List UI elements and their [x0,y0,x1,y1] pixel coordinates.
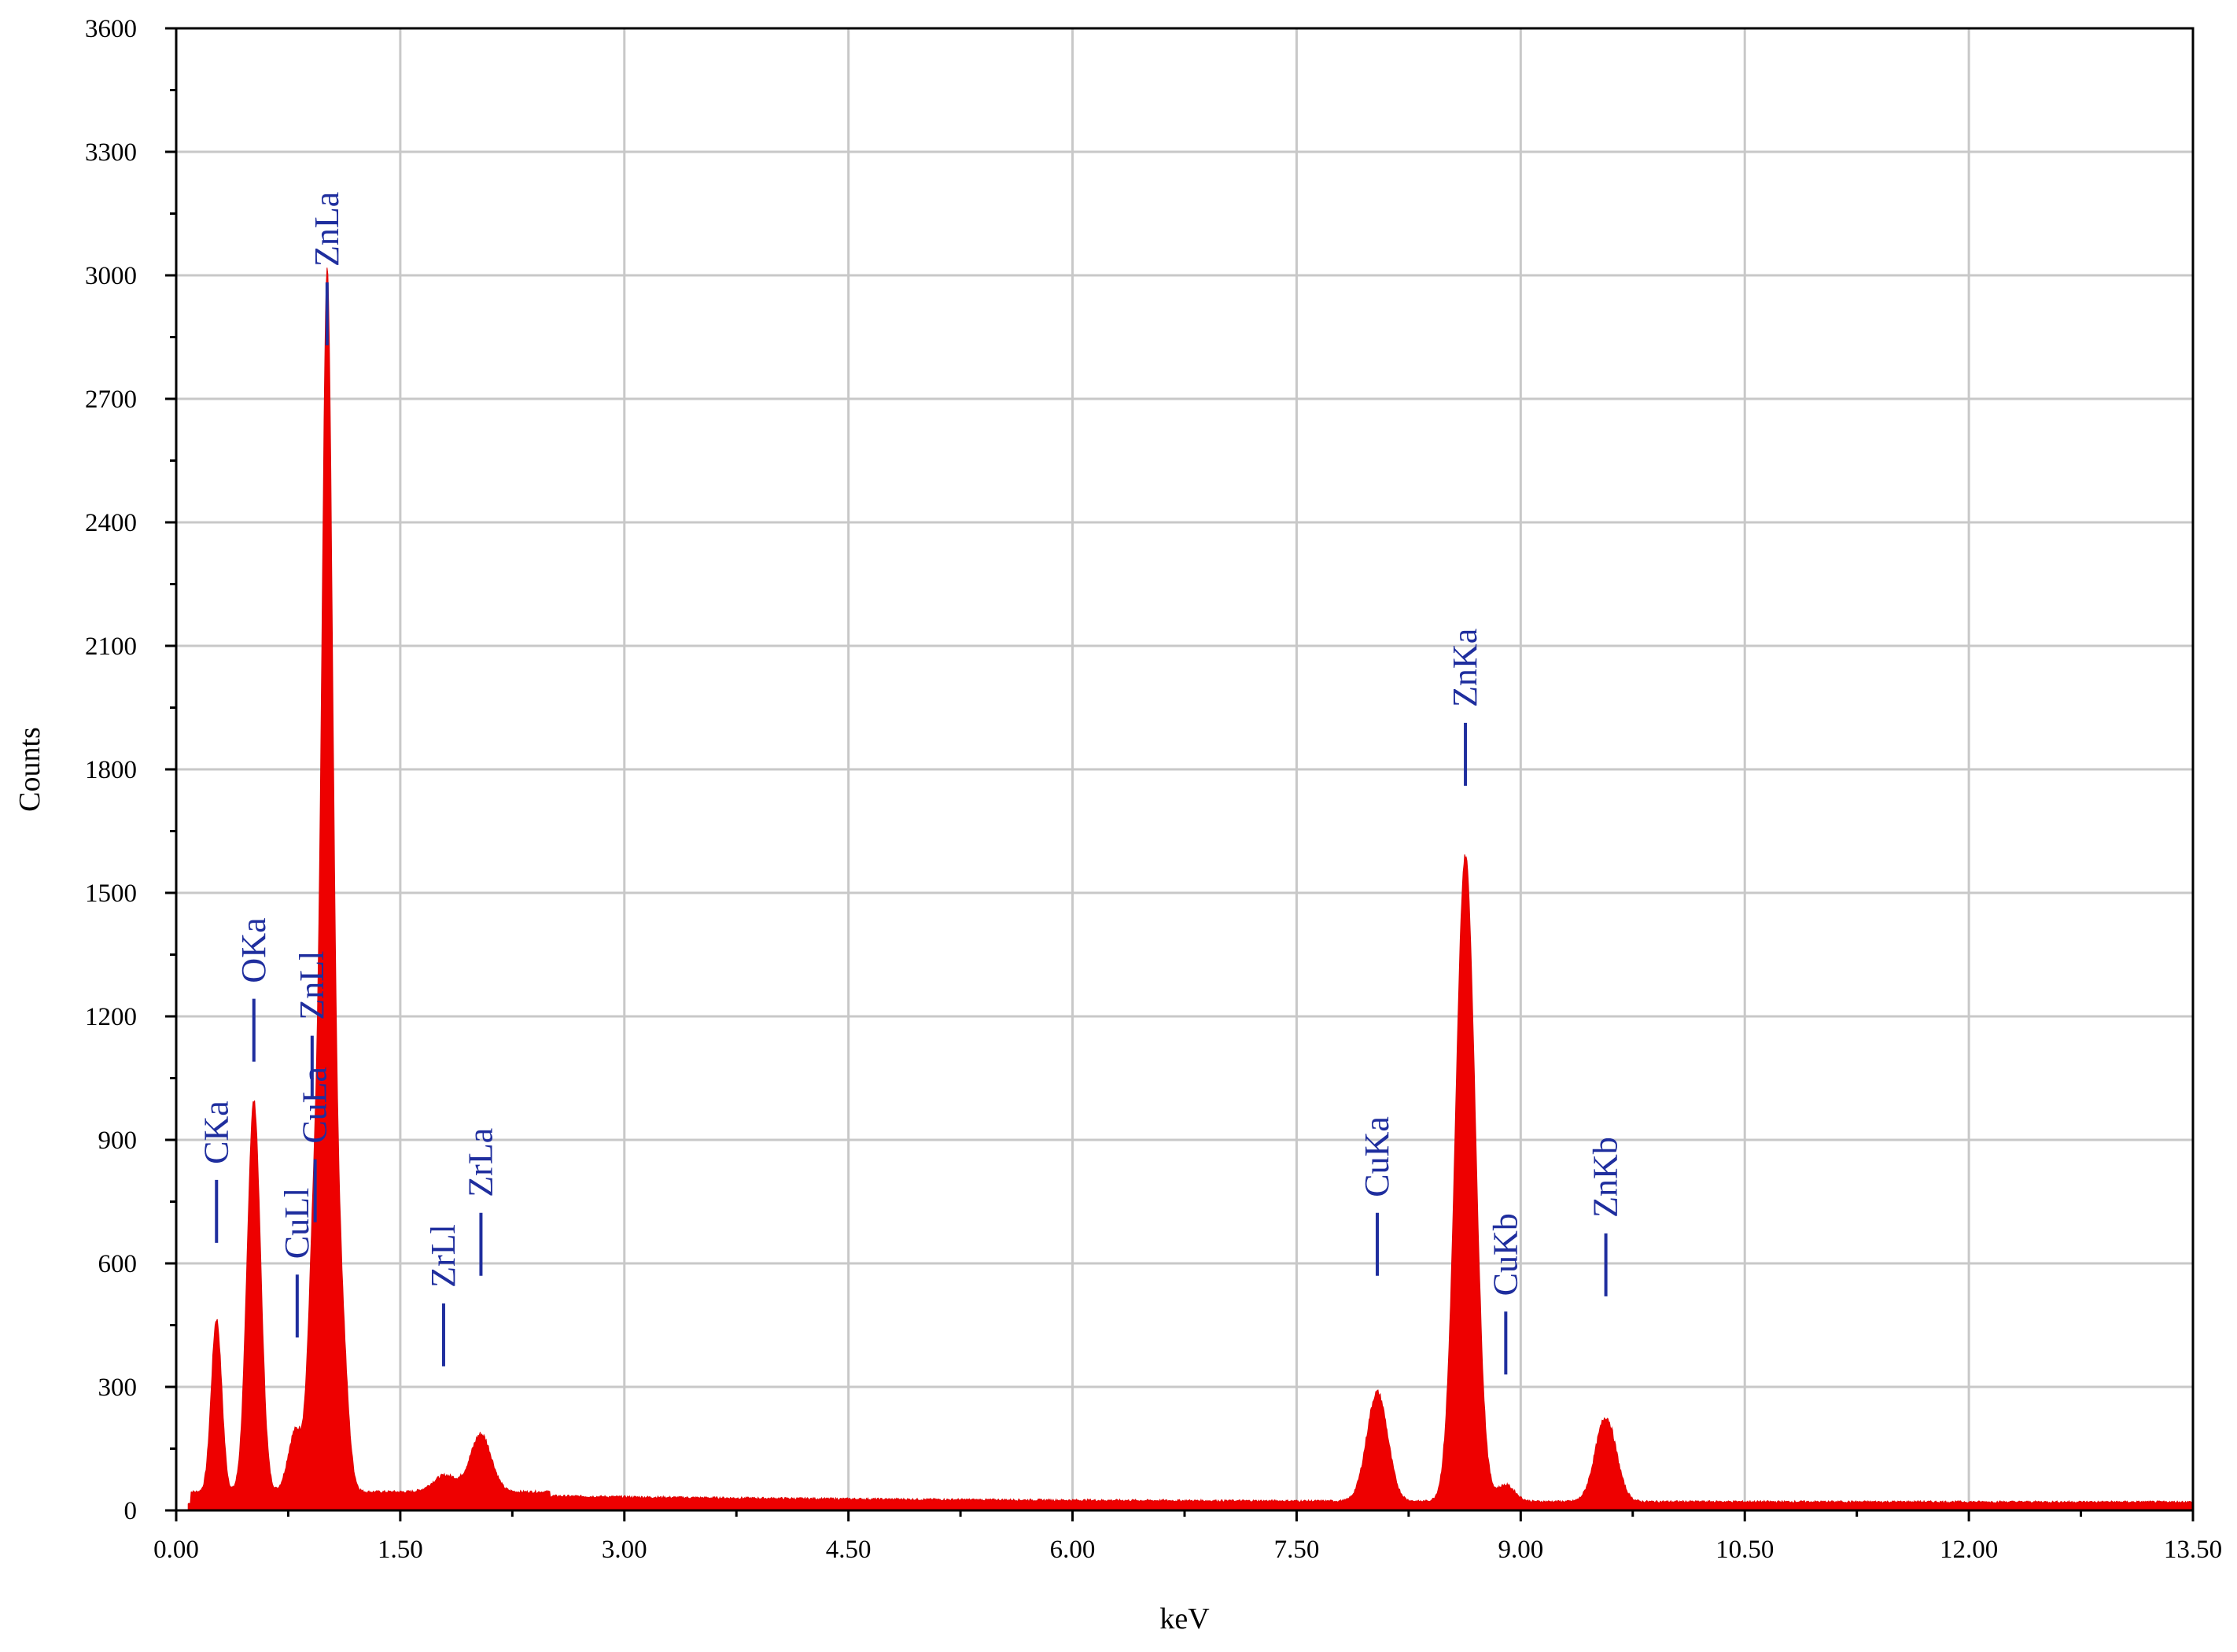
peak-label: ZnLl [293,951,331,1020]
peak-label: CuLa [296,1067,334,1144]
x-tick-label: 1.50 [378,1536,423,1564]
peak-label: ZrLl [424,1224,463,1288]
peak-label: ZnKb [1587,1137,1625,1218]
y-tick-label: 3600 [85,15,137,43]
peak-markers [215,282,1608,1375]
y-tick-label: 1200 [85,1003,137,1031]
y-tick-label: 900 [98,1127,138,1155]
y-tick-label: 2100 [85,632,137,661]
x-axis-title: keV [1159,1602,1210,1635]
peak-label: CuLl [278,1188,316,1259]
x-tick-label: 12.00 [1940,1536,1998,1564]
x-tick-labels: 0.00 1.50 3.00 4.50 6.00 7.50 9.00 10.50 12.00 13… [153,1536,2222,1564]
x-tick-label: 9.00 [1498,1536,1543,1564]
y-axis-title: Counts [13,727,46,812]
peak-label: ZnLa [308,192,346,267]
y-tick-label: 3300 [85,138,137,167]
peak-label: CuKb [1486,1213,1524,1296]
x-tick-label: 4.50 [826,1536,872,1564]
y-tick-label: 600 [98,1250,138,1278]
y-tick-label: 1500 [85,879,137,908]
y-tick-label: 2400 [85,509,137,537]
x-tick-label: 0.00 [153,1536,199,1564]
x-tick-label: 7.50 [1274,1536,1320,1564]
axis-ticks [165,27,2195,1521]
y-tick-label: 0 [124,1497,138,1525]
y-tick-label: 300 [98,1374,138,1402]
y-tick-label: 3000 [85,262,137,290]
peak-labels: CKa OKa CuLl CuLa ZnLl ZnLa ZrLl ZrLa CuKa ZnKa Cu… [197,192,1624,1296]
x-tick-label: 13.50 [2164,1536,2222,1564]
y-tick-labels: 0 300 600 900 1200 1500 1800 2100 2400 2700 3000 33… [85,15,137,1525]
x-tick-label: 10.50 [1716,1536,1774,1564]
grid [176,28,2193,1510]
y-tick-label: 1800 [85,756,137,784]
y-tick-label: 2700 [85,385,137,414]
x-tick-label: 6.00 [1050,1536,1096,1564]
peak-label: CKa [197,1101,235,1164]
spectrum-area [187,267,2194,1511]
peak-label: ZnKa [1446,629,1484,707]
x-tick-label: 3.00 [602,1536,647,1564]
peak-label: ZrLa [461,1128,499,1197]
peak-label: CuKa [1358,1116,1396,1197]
peak-label: OKa [234,917,273,983]
